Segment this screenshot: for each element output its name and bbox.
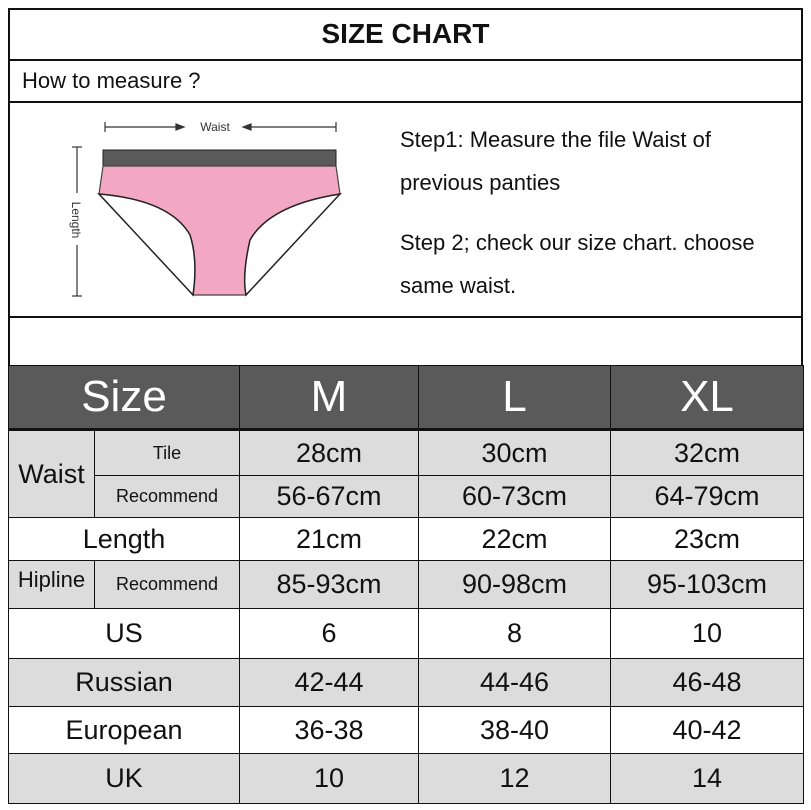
table-row: Length 21cm 22cm 23cm bbox=[8, 517, 804, 561]
length-row-label: Length bbox=[8, 517, 240, 561]
table-row: Russian 42-44 44-46 46-48 bbox=[8, 658, 804, 707]
recommend-label: Recommend bbox=[94, 475, 240, 518]
table-cell: 46-48 bbox=[610, 658, 804, 707]
table-cell: 44-46 bbox=[418, 658, 611, 707]
size-l-header: L bbox=[418, 365, 611, 431]
recommend-label: Recommend bbox=[94, 560, 240, 609]
table-cell: 30cm bbox=[418, 429, 611, 476]
table-cell: 8 bbox=[418, 608, 611, 659]
table-cell: 90-98cm bbox=[418, 560, 611, 609]
table-cell: 56-67cm bbox=[239, 475, 419, 518]
panties-diagram: Waist Length bbox=[69, 120, 343, 297]
table-cell: 42-44 bbox=[239, 658, 419, 707]
step-1: Step1: Measure the file Waist of previou… bbox=[400, 127, 711, 195]
table-cell: 10 bbox=[239, 753, 419, 804]
table-cell: 28cm bbox=[239, 429, 419, 476]
measure-steps: Step1: Measure the file Waist of previou… bbox=[400, 118, 800, 324]
table-header-row: Size M L XL bbox=[8, 365, 804, 431]
waist-label: Waist bbox=[200, 120, 230, 134]
table-row: Recommend 56-67cm 60-73cm 64-79cm bbox=[9, 475, 804, 518]
table-cell: 32cm bbox=[610, 429, 804, 476]
table-row: Hipline Recommend 85-93cm 90-98cm 95-103… bbox=[8, 560, 804, 609]
uk-label: UK bbox=[8, 753, 240, 804]
table-cell: 22cm bbox=[418, 517, 611, 561]
size-header: Size bbox=[8, 365, 240, 431]
leg-left bbox=[97, 193, 196, 297]
table-cell: 14 bbox=[610, 753, 804, 804]
step-2: Step 2; check our size chart. choose sam… bbox=[400, 230, 755, 298]
leg-right bbox=[243, 192, 343, 297]
table-row: Waist Tile 28cm 30cm 32cm bbox=[8, 429, 804, 518]
table-cell: 38-40 bbox=[418, 706, 611, 754]
divider bbox=[8, 316, 803, 318]
us-label: US bbox=[8, 608, 240, 659]
waist-label: Waist bbox=[8, 429, 95, 518]
table-cell: 95-103cm bbox=[610, 560, 804, 609]
table-cell: 60-73cm bbox=[418, 475, 611, 518]
table-cell: 21cm bbox=[239, 517, 419, 561]
table-row: UK 10 12 14 bbox=[8, 753, 804, 804]
table-cell: 85-93cm bbox=[239, 560, 419, 609]
table-cell: 40-42 bbox=[610, 706, 804, 754]
table-cell: 12 bbox=[418, 753, 611, 804]
length-arrow bbox=[72, 146, 82, 297]
table-row: US 6 8 10 bbox=[8, 608, 804, 659]
size-xl-header: XL bbox=[610, 365, 804, 431]
waist-arrow bbox=[104, 122, 337, 132]
size-table: Size M L XL Waist Tile 28cm 30cm 32cm Re… bbox=[8, 365, 804, 804]
table-cell: 64-79cm bbox=[610, 475, 804, 518]
table-row: European 36-38 38-40 40-42 bbox=[8, 706, 804, 754]
table-cell: 23cm bbox=[610, 517, 804, 561]
how-to-measure-heading: How to measure ? bbox=[8, 61, 803, 103]
page-title: SIZE CHART bbox=[8, 8, 803, 61]
size-m-header: M bbox=[239, 365, 419, 431]
tile-label: Tile bbox=[94, 429, 240, 476]
russian-label: Russian bbox=[8, 658, 240, 707]
table-cell: 10 bbox=[610, 608, 804, 659]
hipline-label: Hipline bbox=[8, 560, 95, 609]
table-cell: 6 bbox=[239, 608, 419, 659]
european-label: European bbox=[8, 706, 240, 754]
length-label: Length bbox=[69, 202, 83, 239]
waistband bbox=[102, 149, 337, 167]
table-cell: 36-38 bbox=[239, 706, 419, 754]
